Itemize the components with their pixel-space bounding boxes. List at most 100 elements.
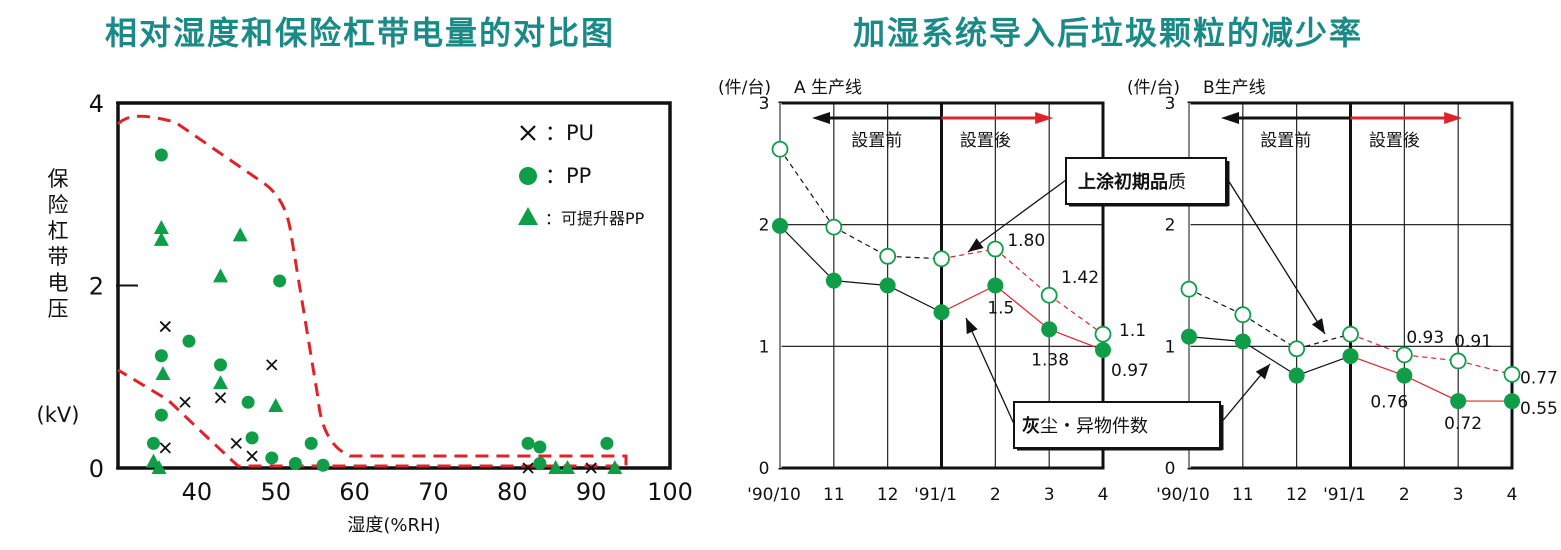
quality-point bbox=[825, 218, 843, 236]
plot-frame bbox=[116, 101, 672, 470]
callout-quality-box bbox=[1065, 157, 1227, 205]
pp-point bbox=[288, 456, 302, 470]
dust-point bbox=[933, 304, 950, 321]
x-tick-label: 80 bbox=[497, 478, 528, 506]
quality-line-segment bbox=[994, 248, 1050, 296]
quality-point bbox=[771, 140, 789, 158]
x-tick-label: 11 bbox=[823, 485, 845, 505]
dust-point bbox=[1095, 341, 1111, 358]
pp-point bbox=[521, 436, 535, 450]
callout-arrow-b-quality-head bbox=[1311, 318, 1325, 334]
x-tick-label: '90/10 bbox=[1156, 485, 1210, 505]
quality-line-segment bbox=[1404, 354, 1459, 362]
before-arrow-head bbox=[812, 112, 830, 124]
data-value-label: 1.5 bbox=[987, 299, 1014, 319]
callout-dust-bold: 灰 bbox=[1022, 415, 1040, 437]
left-chart-title: 相对湿度和保险杠带电量的对比图 bbox=[105, 14, 615, 52]
dust-line-segment bbox=[941, 284, 996, 313]
pp-point bbox=[241, 395, 255, 409]
dust-point bbox=[1181, 328, 1197, 345]
pp-point bbox=[154, 148, 168, 162]
lift-pp-point bbox=[232, 227, 248, 242]
dust-point bbox=[987, 277, 1004, 294]
quality-point bbox=[1395, 346, 1413, 364]
data-value-label: 0.91 bbox=[1454, 332, 1492, 352]
dust-line-segment bbox=[833, 280, 888, 287]
callout-arrow-a-dust-head bbox=[966, 318, 978, 335]
quality-point bbox=[986, 240, 1004, 258]
y-tick-label: 0 bbox=[759, 459, 770, 479]
quality-line-segment bbox=[833, 226, 888, 257]
dust-line-segment bbox=[1048, 328, 1104, 351]
pu-point bbox=[159, 320, 171, 333]
callout-arrow-b-quality bbox=[1227, 179, 1326, 335]
x-tick-label: '90/10 bbox=[747, 485, 801, 505]
dust-point bbox=[879, 277, 896, 294]
pp-point bbox=[316, 458, 330, 472]
quality-point bbox=[1503, 365, 1521, 383]
y-tick-label: 2 bbox=[759, 216, 770, 236]
quality-line-segment bbox=[1350, 333, 1405, 356]
dust-line-segment bbox=[1404, 374, 1459, 402]
callout-quality-bold: 上涂初期品 bbox=[1078, 171, 1168, 193]
triangle-marker-icon bbox=[518, 207, 538, 225]
dust-point bbox=[825, 272, 842, 289]
pp-point bbox=[154, 349, 168, 363]
pp-point bbox=[214, 358, 228, 372]
right-chart-title: 加湿系统导入后垃圾颗粒的减少率 bbox=[853, 14, 1363, 52]
data-value-label: 0.76 bbox=[1370, 393, 1408, 413]
quality-line-segment bbox=[1048, 294, 1104, 335]
quality-point bbox=[1180, 280, 1198, 298]
x-tick-label: 12 bbox=[877, 485, 899, 505]
lift-pp-point bbox=[151, 460, 167, 474]
x-tick-label: 100 bbox=[647, 478, 693, 506]
before-arrow-head bbox=[1221, 112, 1239, 124]
y-tick-label: 1 bbox=[1165, 337, 1176, 357]
x-tick-label: 40 bbox=[182, 478, 213, 506]
y-tick-label: 0 bbox=[1165, 459, 1176, 479]
unit-label: (件/台) bbox=[1127, 78, 1180, 98]
callout-quality-text: 上涂初期品质 bbox=[1078, 171, 1186, 193]
quality-point bbox=[879, 247, 897, 265]
quality-point bbox=[1449, 352, 1467, 370]
line-chart-title: A 生产线 bbox=[794, 78, 862, 98]
after-arrow-head bbox=[1035, 112, 1054, 124]
legend-label: ：可提升器PP bbox=[545, 209, 645, 228]
lift-pp-point bbox=[153, 220, 169, 235]
unit-label: (件/台) bbox=[718, 78, 771, 98]
lift-pp-point bbox=[268, 397, 284, 412]
dust-line-segment bbox=[994, 285, 1050, 330]
pp-point bbox=[265, 451, 279, 465]
lift-pp-point bbox=[153, 231, 169, 246]
pu-point bbox=[585, 462, 597, 474]
y-axis-label: 保险杠带电压 bbox=[48, 167, 69, 321]
x-tick-label: 12 bbox=[1286, 485, 1308, 505]
callout-dust-text: 灰尘・异物件数 bbox=[1022, 415, 1148, 437]
pu-point bbox=[214, 392, 227, 404]
dust-point bbox=[1288, 367, 1305, 384]
callout-arrow-a-quality bbox=[967, 179, 1067, 253]
x-axis-label: 湿度(%RH) bbox=[347, 515, 440, 536]
pp-point bbox=[245, 431, 259, 445]
y-tick-label: 0 bbox=[89, 455, 104, 483]
x-tick-label: 2 bbox=[990, 485, 1001, 505]
phase-after-label: 設置後 bbox=[1369, 131, 1420, 151]
y-tick-label: 4 bbox=[89, 90, 104, 118]
lift-pp-point bbox=[548, 460, 564, 474]
data-value-label: 0.93 bbox=[1406, 328, 1444, 348]
quality-line-segment bbox=[1242, 314, 1297, 350]
x-tick-label: 90 bbox=[576, 478, 607, 506]
quality-point bbox=[1288, 340, 1306, 358]
quality-point bbox=[1040, 286, 1058, 304]
x-tick-label: '91/1 bbox=[914, 485, 957, 505]
dust-line-segment bbox=[887, 284, 942, 313]
x-tick-label: 70 bbox=[418, 478, 449, 506]
x-tick-label: 60 bbox=[339, 478, 370, 506]
pp-point bbox=[304, 436, 318, 450]
pp-point bbox=[154, 408, 168, 422]
x-marker-icon bbox=[520, 125, 536, 141]
after-arrow-head bbox=[1444, 112, 1463, 124]
